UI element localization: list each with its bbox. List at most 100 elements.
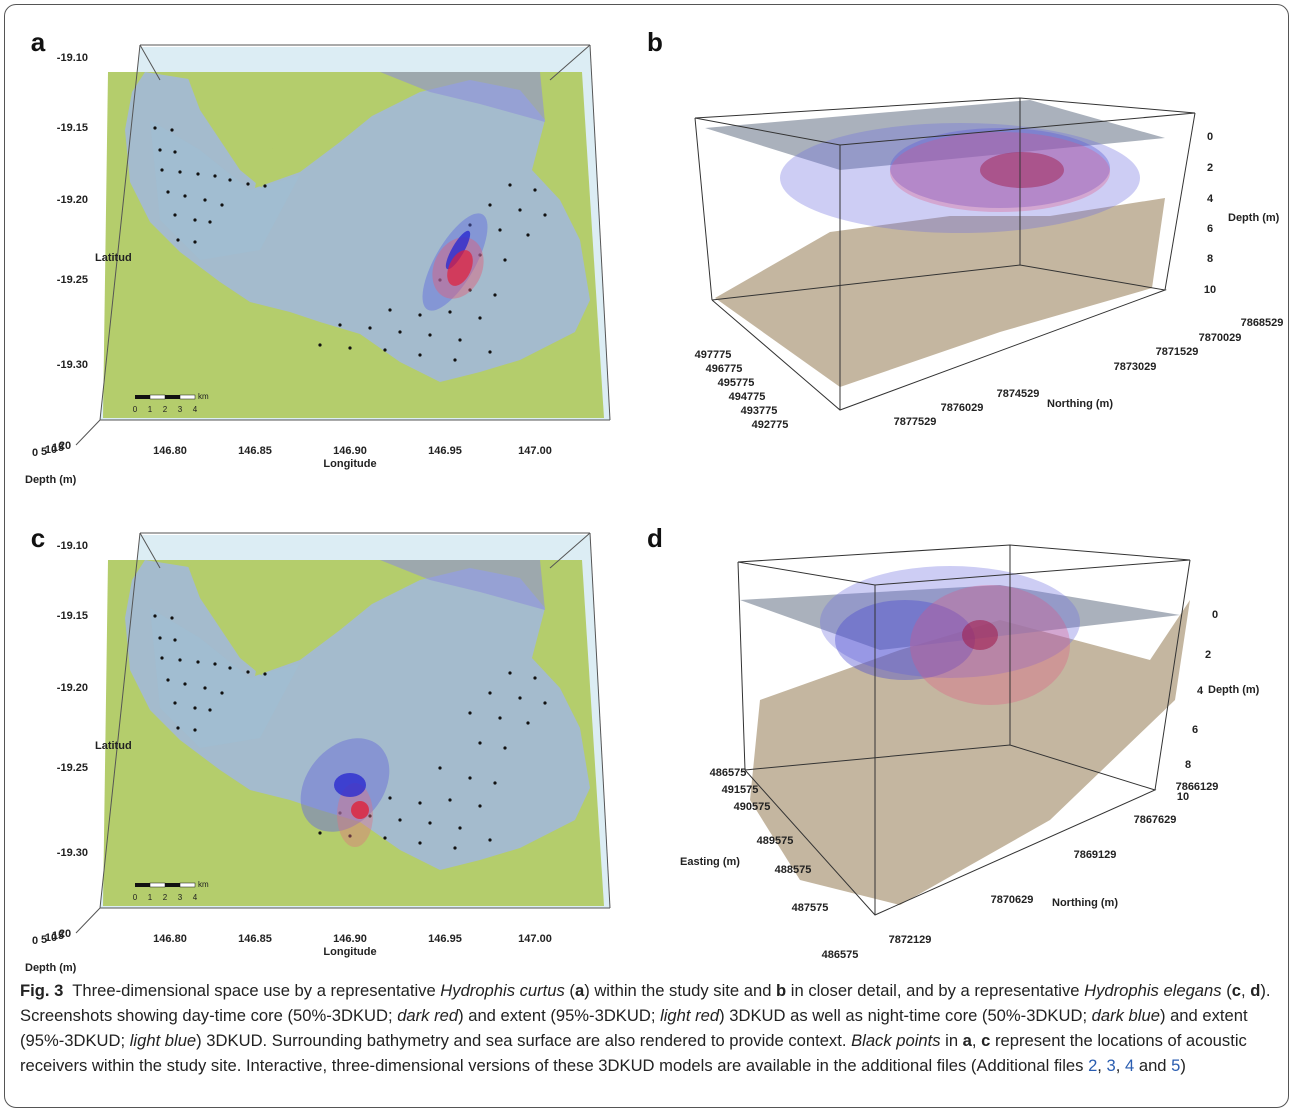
caption-text: d: [1250, 981, 1260, 1000]
longitude-tick: 146.80: [153, 445, 187, 457]
easting-tick: 488575: [775, 864, 812, 876]
scale-tick: 1: [148, 405, 153, 414]
depth-tick: 10: [1204, 284, 1216, 296]
scale-tick: 4: [193, 893, 198, 902]
scale-tick: 0: [133, 893, 138, 902]
caption-text: in: [941, 1031, 963, 1050]
northing-tick: 7868529: [1241, 317, 1284, 329]
file-link[interactable]: 4: [1125, 1056, 1134, 1075]
scale-unit: km: [198, 392, 209, 401]
latitude-tick: -19.25: [57, 274, 88, 286]
northing-tick: 7870029: [1199, 332, 1242, 344]
latitude-tick: -19.15: [57, 122, 88, 134]
longitude-label: Longitude: [323, 946, 376, 958]
depth-tick: 2: [1207, 162, 1213, 174]
northing-tick: 7872129: [889, 934, 932, 946]
northing-tick: 7869129: [1074, 849, 1117, 861]
panel-label: c: [31, 523, 45, 553]
panel-label: d: [647, 523, 663, 553]
caption-text: b: [776, 981, 786, 1000]
caption-text: dark blue: [1092, 1006, 1160, 1025]
caption-text: ) 3DKUD as well as night-time core (50%-…: [719, 1006, 1092, 1025]
blue-core: [334, 773, 366, 797]
caption-text: (: [565, 981, 575, 1000]
northing-tick: 7874529: [997, 388, 1040, 400]
depth-tick: 0: [32, 447, 38, 459]
caption-text: light blue: [130, 1031, 196, 1050]
easting-tick: 487575: [792, 902, 829, 914]
depth-tick: 20: [59, 440, 71, 452]
caption-text: c: [981, 1031, 990, 1050]
easting-tick: 494775: [729, 391, 766, 403]
depth-tick: 2: [1205, 649, 1211, 661]
caption-text: ,: [1116, 1056, 1125, 1075]
latitude-tick: -19.15: [57, 610, 88, 622]
caption-text: ): [1180, 1056, 1186, 1075]
box-edge: [738, 562, 745, 770]
file-link[interactable]: 5: [1171, 1056, 1180, 1075]
longitude-tick: 146.90: [333, 933, 367, 945]
caption-text: ) 3DKUD. Surrounding bathymetry and sea …: [196, 1031, 851, 1050]
panel-label: b: [647, 27, 663, 57]
scale-tick: 2: [163, 405, 168, 414]
latitude-tick: -19.10: [57, 52, 88, 64]
longitude-tick: 146.95: [428, 933, 462, 945]
longitude-label: Longitude: [323, 458, 376, 470]
depth-label: Depth (m): [25, 962, 77, 974]
latitude-tick: -19.10: [57, 540, 88, 552]
depth-tick: 0: [1207, 131, 1213, 143]
caption-text: ) and extent (95%-3DKUD;: [458, 1006, 660, 1025]
caption-text: Hydrophis curtus: [440, 981, 565, 1000]
caption-text: in closer detail, and by a representativ…: [786, 981, 1084, 1000]
northing-tick: 7867629: [1134, 814, 1177, 826]
longitude-tick: 146.80: [153, 933, 187, 945]
easting-tick: 495775: [718, 377, 755, 389]
depth-tick: 8: [1185, 759, 1191, 771]
depth-label: Depth (m): [1208, 684, 1260, 696]
caption-text: Black points: [851, 1031, 940, 1050]
depth-tick: 20: [59, 928, 71, 940]
panel-label: a: [31, 27, 46, 57]
scale-tick: 3: [178, 893, 183, 902]
latitude-label: Latitud: [95, 252, 132, 264]
caption-text: and: [1134, 1056, 1171, 1075]
caption-text: a: [575, 981, 584, 1000]
caption-text: ,: [1097, 1056, 1106, 1075]
file-link[interactable]: 2: [1088, 1056, 1097, 1075]
page: {"panels": [ {"label": "a", "latitude_ti…: [0, 0, 1295, 1113]
caption: Fig. 3 Three-dimensional space use by a …: [20, 978, 1278, 1078]
depth-tick: 6: [1207, 223, 1213, 235]
file-link[interactable]: 3: [1107, 1056, 1116, 1075]
scale-tick: 2: [163, 893, 168, 902]
easting-tick: 490575: [734, 801, 771, 813]
longitude-tick: 147.00: [518, 445, 552, 457]
depth-label: Depth (m): [1228, 212, 1280, 224]
latitude-tick: -19.20: [57, 682, 88, 694]
scale-tick: 1: [148, 893, 153, 902]
caption-text: Hydrophis elegans: [1084, 981, 1221, 1000]
scale-tick: 0: [133, 405, 138, 414]
northing-label: Northing (m): [1047, 398, 1113, 410]
easting-tick: 486575: [710, 767, 747, 779]
box-edge: [695, 118, 712, 300]
easting-tick: 496775: [706, 363, 743, 375]
northing-label: Northing (m): [1052, 897, 1118, 909]
caption-text: ,: [1241, 981, 1250, 1000]
northing-tick: 7876029: [941, 402, 984, 414]
depth-tick: 0: [1212, 609, 1218, 621]
depth-tick: 6: [1192, 724, 1198, 736]
easting-tick: 492775: [752, 419, 789, 431]
latitude-tick: -19.20: [57, 194, 88, 206]
easting-tick: 493775: [741, 405, 778, 417]
caption-text: light red: [660, 1006, 719, 1025]
caption-text: ) within the study site and: [584, 981, 776, 1000]
northing-tick: 7866129: [1176, 781, 1219, 793]
northing-tick: 7873029: [1114, 361, 1157, 373]
caption-text: ,: [972, 1031, 981, 1050]
longitude-tick: 146.90: [333, 445, 367, 457]
northing-tick: 7877529: [894, 416, 937, 428]
caption-text: a: [963, 1031, 972, 1050]
easting-tick: 497775: [695, 349, 732, 361]
depth-tick: 4: [1207, 193, 1214, 205]
